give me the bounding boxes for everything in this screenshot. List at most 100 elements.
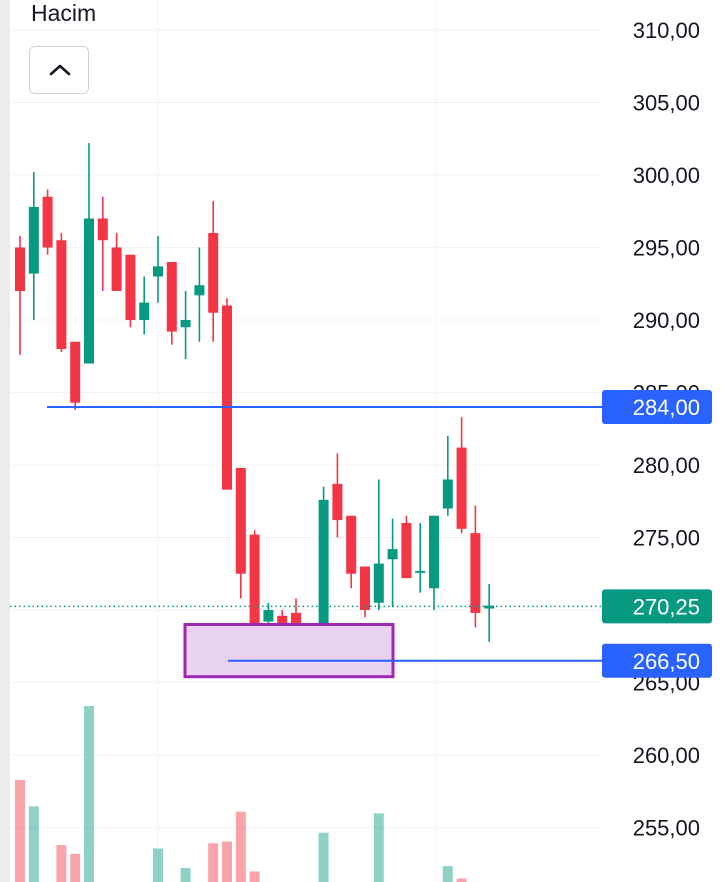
volume-bars — [15, 706, 467, 882]
candle-body — [360, 566, 370, 610]
candle-body — [70, 341, 81, 403]
volume-bar — [373, 813, 384, 882]
candle — [208, 201, 219, 342]
volume-indicator-label: Hacim — [31, 0, 97, 26]
price-labels: 284,00 270,25 266,50 — [602, 390, 712, 678]
candle — [346, 515, 357, 589]
price-tick-label: 275,00 — [633, 526, 700, 551]
candle-body — [153, 266, 163, 277]
grid-layer — [10, 0, 600, 882]
price-tick-label: 310,00 — [633, 18, 700, 43]
volume-bar — [208, 843, 219, 882]
candle-body — [15, 247, 25, 291]
candle-body — [97, 218, 108, 241]
candle — [56, 233, 67, 352]
volume-bar — [15, 779, 25, 882]
candle — [15, 235, 25, 355]
volume-bar — [84, 706, 94, 882]
volume-bar — [180, 867, 191, 882]
candle — [387, 518, 398, 608]
candle-body — [387, 549, 398, 560]
candle-body — [194, 285, 205, 296]
candle — [84, 143, 94, 364]
volume-bar — [318, 832, 329, 882]
candle-body — [125, 254, 136, 320]
candle-body — [28, 206, 39, 274]
candle-body — [180, 320, 191, 328]
candle-body — [332, 483, 343, 521]
candle-body — [263, 610, 274, 622]
candle-body — [346, 515, 357, 574]
candle — [442, 436, 453, 516]
candle-body — [470, 533, 481, 613]
volume-bar — [249, 871, 260, 882]
candle-body — [484, 605, 495, 609]
highlight-rectangle — [183, 623, 395, 679]
candle-body — [442, 479, 453, 509]
candle — [332, 453, 343, 538]
candle — [401, 515, 412, 579]
drawings — [10, 406, 602, 679]
candle — [429, 515, 439, 610]
volume-bar — [235, 811, 246, 882]
candle — [318, 486, 329, 639]
volume-bar — [222, 841, 232, 882]
price-tick-label: 295,00 — [633, 236, 700, 261]
candle-body — [235, 467, 246, 574]
candle-body — [318, 499, 329, 637]
candles — [15, 143, 495, 660]
candle-body — [456, 447, 467, 529]
candle-body — [208, 233, 219, 313]
candle-body — [111, 247, 122, 291]
candle — [235, 467, 246, 599]
collapse-panel-button[interactable] — [29, 46, 89, 94]
price-tick-label: 305,00 — [633, 91, 700, 116]
candle — [42, 189, 53, 255]
candle-body — [373, 563, 384, 603]
candle-body — [42, 196, 53, 248]
price-label-tag: 266,50 — [602, 643, 712, 678]
candle — [111, 233, 122, 291]
candle-body — [415, 570, 426, 573]
volume-bar — [28, 806, 39, 882]
candle-body — [222, 305, 232, 490]
candle — [166, 262, 177, 345]
candle — [180, 291, 191, 360]
candle — [470, 505, 481, 628]
price-label-tag: 270,25 — [602, 589, 712, 624]
candle — [28, 172, 39, 320]
price-label-tag: 284,00 — [602, 390, 712, 424]
price-label-background — [602, 643, 712, 678]
candle — [360, 566, 370, 618]
candle — [194, 247, 205, 342]
candle — [456, 417, 467, 534]
volume-bar — [153, 848, 163, 882]
candle-body — [401, 523, 412, 579]
candle-body — [84, 218, 94, 364]
price-label-background — [602, 589, 712, 624]
volume-bar — [442, 866, 453, 882]
candle — [139, 276, 150, 335]
candle — [153, 235, 163, 303]
price-tick-label: 300,00 — [633, 163, 700, 188]
price-label-text: 266,50 — [633, 649, 700, 674]
volume-bar — [56, 845, 67, 882]
candle-body — [139, 302, 150, 320]
candle — [222, 298, 232, 490]
price-tick-label: 255,00 — [633, 816, 700, 841]
price-tick-label: 280,00 — [633, 453, 700, 478]
candle-body — [249, 534, 260, 642]
left-edge-strip — [0, 0, 10, 882]
candle — [125, 254, 136, 328]
price-label-text: 284,00 — [633, 395, 700, 420]
price-axis: 310,00305,00300,00295,00290,00285,00280,… — [633, 18, 700, 841]
price-tick-label: 260,00 — [633, 743, 700, 768]
candle — [373, 479, 384, 610]
candle — [484, 583, 495, 642]
candle — [97, 196, 108, 291]
candle — [415, 523, 426, 593]
price-tick-label: 290,00 — [633, 308, 700, 333]
price-label-text: 270,25 — [633, 594, 700, 619]
